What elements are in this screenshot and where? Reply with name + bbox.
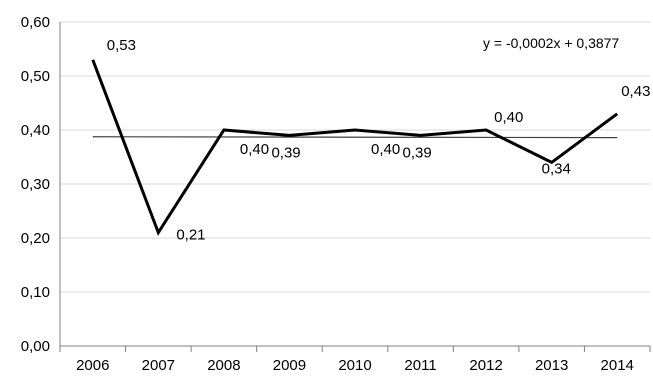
- data-label: 0,39: [403, 144, 432, 161]
- series-line: [91, 59, 619, 236]
- y-tick-label: 0,10: [21, 284, 50, 301]
- trendline: [92, 136, 618, 139]
- trendline-line: [92, 136, 618, 139]
- x-tick-label: 2014: [601, 357, 634, 374]
- y-tick-label: 0,30: [21, 176, 50, 193]
- trendline-equation: y = -0,0002x + 0,3877: [483, 35, 619, 51]
- x-tick-label: 2011: [404, 357, 436, 374]
- y-tick-label: 0,60: [21, 14, 50, 31]
- y-tick-label: 0,00: [21, 338, 50, 355]
- data-labels: 0,530,210,40 0,39 0,40 0,390,400,340,43: [107, 37, 651, 244]
- data-label: 0,39: [271, 144, 300, 161]
- x-tick-label: 2010: [338, 357, 371, 374]
- y-tick-label: 0,20: [21, 230, 50, 247]
- x-tick-label: 2013: [535, 357, 568, 374]
- y-tick-label: 0,40: [21, 122, 50, 139]
- x-tick-label: 2007: [142, 357, 175, 374]
- data-label: 0,53: [107, 37, 136, 54]
- data-label: 0,40: [371, 141, 400, 158]
- data-label: 0,21: [176, 227, 205, 244]
- data-label: 0,34: [542, 160, 571, 177]
- x-axis-labels: 2006 2007 2008 2009 2010 2011 2012 2013 2014: [76, 357, 634, 374]
- data-label: 0,43: [621, 83, 650, 100]
- x-tick-label: 2009: [273, 357, 306, 374]
- gridlines: [60, 21, 650, 293]
- series: [91, 59, 619, 236]
- x-tick-label: 2012: [469, 357, 502, 374]
- x-tick-label: 2006: [76, 357, 109, 374]
- x-tick-label: 2008: [207, 357, 240, 374]
- y-tick-label: 0,50: [21, 68, 50, 85]
- axes: [59, 22, 651, 352]
- data-label: 0,40: [240, 141, 269, 158]
- y-axis-labels: 0,00 0,10 0,20 0,30 0,40 0,50 0,60: [21, 14, 50, 355]
- data-label: 0,40: [494, 109, 523, 126]
